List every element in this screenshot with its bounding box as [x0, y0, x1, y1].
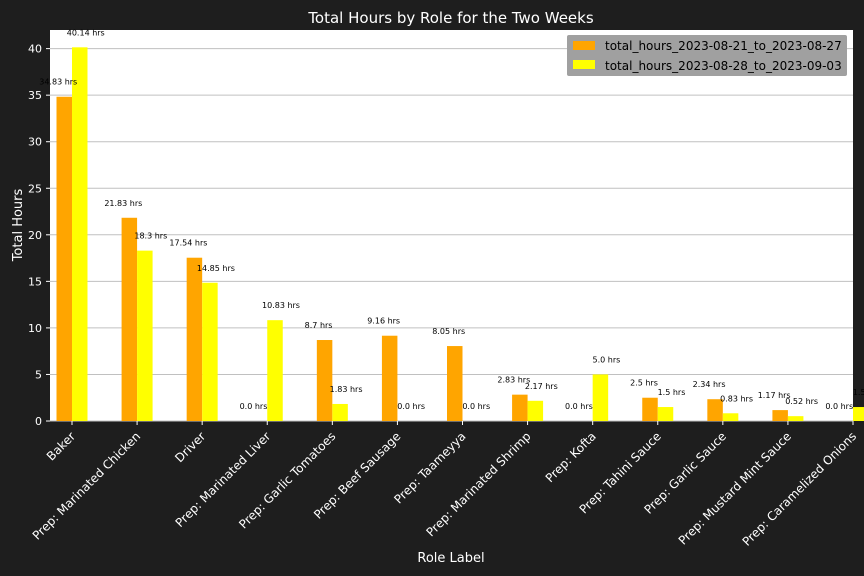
legend-swatch-week2 — [573, 60, 595, 69]
bar-series2 — [332, 403, 348, 421]
y-axis-ticks: 0 5 10 15 20 25 30 35 40 — [28, 43, 50, 428]
x-tick-label: Driver — [172, 429, 208, 465]
legend-box — [567, 35, 847, 76]
bar-series2 — [787, 416, 804, 421]
bar-series1 — [707, 399, 723, 421]
y-tick-label: 5 — [35, 368, 42, 381]
y-tick-label: 30 — [28, 136, 42, 149]
bar-series1 — [512, 394, 528, 421]
chart-title: Total Hours by Role for the Two Weeks — [307, 9, 594, 27]
data-label-series2: 5.0 hrs — [593, 355, 621, 364]
data-label-series2: 1.5 hrs — [853, 388, 864, 397]
bars — [56, 47, 864, 422]
data-label-series1: 0.0 hrs — [240, 402, 268, 411]
data-label-series2: 1.83 hrs — [330, 385, 363, 394]
bar-series1 — [316, 340, 333, 421]
y-tick-label: 20 — [28, 229, 42, 242]
y-tick-label: 35 — [28, 89, 42, 102]
y-tick-label: 0 — [35, 415, 42, 428]
data-label-series2: 18.3 hrs — [134, 232, 167, 241]
data-label-series2: 0.52 hrs — [785, 397, 818, 406]
data-label-series1: 34.83 hrs — [39, 78, 77, 87]
legend-label-week1: total_hours_2023-08-21_to_2023-08-27 — [605, 39, 842, 53]
data-label-series2: 14.85 hrs — [197, 264, 235, 273]
data-label-series1: 2.34 hrs — [693, 380, 726, 389]
data-label-series1: 21.83 hrs — [104, 199, 142, 208]
y-tick-label: 40 — [28, 43, 42, 56]
bar-series2 — [527, 400, 544, 421]
data-label-series1: 17.54 hrs — [169, 239, 207, 248]
x-tick-label: Baker — [44, 429, 78, 463]
data-label-series2: 40.14 hrs — [67, 28, 105, 37]
data-label-series2: 0.0 hrs — [397, 402, 425, 411]
data-label-series1: 2.83 hrs — [497, 376, 530, 385]
bar-series2 — [72, 47, 88, 422]
data-label-series2: 10.83 hrs — [262, 301, 300, 310]
bar-series2 — [202, 282, 218, 421]
data-label-series2: 1.5 hrs — [658, 388, 686, 397]
legend-label-week2: total_hours_2023-08-28_to_2023-09-03 — [605, 59, 842, 73]
legend-swatch-week1 — [573, 41, 595, 50]
data-label-series2: 0.0 hrs — [462, 402, 490, 411]
bar-series1 — [121, 217, 138, 421]
bar-series1 — [642, 397, 658, 421]
bar-series2 — [722, 413, 739, 421]
data-label-series2: 2.17 hrs — [525, 382, 558, 391]
bar-series1 — [381, 335, 398, 421]
data-label-series1: 0.0 hrs — [565, 402, 593, 411]
data-label-series2: 0.83 hrs — [720, 394, 753, 403]
x-tick-label: Prep: Marinated Shrimp — [424, 429, 534, 539]
data-label-series1: 8.7 hrs — [305, 321, 333, 330]
bar-series1 — [56, 96, 72, 422]
x-tick-label: Prep: Kofta — [543, 429, 599, 485]
legend: total_hours_2023-08-21_to_2023-08-27 tot… — [567, 35, 847, 76]
bar-series1 — [772, 410, 788, 421]
bar-series2 — [137, 250, 153, 421]
x-tick-label: Prep: Marinated Chicken — [30, 429, 143, 542]
bar-series2 — [657, 407, 674, 421]
y-tick-label: 10 — [28, 322, 42, 335]
x-tick-label: Prep: Caramelized Onions — [740, 429, 860, 549]
data-label-series1: 0.0 hrs — [825, 402, 853, 411]
y-tick-label: 15 — [28, 275, 42, 288]
y-axis-label: Total Hours — [11, 188, 26, 262]
bar-series1 — [447, 346, 463, 421]
bar-series2 — [267, 320, 283, 421]
bar-series2 — [592, 374, 609, 421]
data-label-series1: 2.5 hrs — [630, 379, 658, 388]
x-axis-label: Role Label — [417, 551, 484, 566]
bar-series2 — [853, 407, 864, 421]
data-label-series1: 1.17 hrs — [758, 391, 791, 400]
data-label-series1: 8.05 hrs — [432, 327, 465, 336]
data-labels: 34.83 hrs 21.83 hrs 17.54 hrs 0.0 hrs 8.7 hr… — [39, 28, 864, 411]
data-label-series1: 9.16 hrs — [367, 317, 400, 326]
y-tick-label: 25 — [28, 182, 42, 195]
bar-series1 — [186, 257, 203, 421]
x-tick-label: Prep: Mustard Mint Sauce — [676, 429, 794, 547]
